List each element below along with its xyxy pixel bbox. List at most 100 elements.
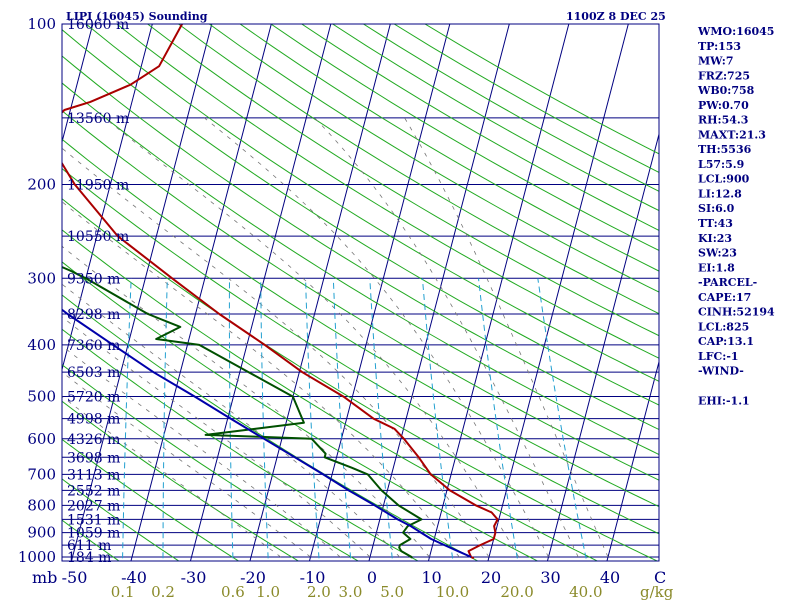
pressure-tick-label: 300 bbox=[27, 269, 56, 287]
pressure-tick-label: 800 bbox=[27, 496, 56, 514]
dewpoint-curve bbox=[62, 265, 423, 559]
mixing-ratio-label: 3.0 bbox=[339, 583, 363, 600]
isotherm-line bbox=[249, 24, 391, 561]
mixing-ratio-label: 40.0 bbox=[569, 583, 602, 600]
mixing-ratio-line bbox=[537, 278, 588, 561]
isotherm-line bbox=[62, 24, 94, 144]
isotherm-line bbox=[62, 24, 153, 372]
temperature-unit-label: C bbox=[654, 568, 666, 587]
dry-adiabat-line bbox=[62, 478, 180, 561]
index-value: FRZ:725 bbox=[698, 69, 750, 82]
mixing-ratio-label: 20.0 bbox=[500, 583, 533, 600]
index-value: CAP:13.1 bbox=[698, 335, 754, 348]
mixing-ratio-line bbox=[122, 278, 132, 561]
index-value: TH:5536 bbox=[698, 143, 752, 156]
dry-adiabat-line bbox=[62, 364, 360, 561]
temperature-tick-label: -30 bbox=[181, 568, 207, 587]
index-value: TT:43 bbox=[698, 217, 733, 230]
index-value: CAPE:17 bbox=[698, 291, 751, 304]
dry-adiabat-line bbox=[62, 138, 659, 508]
isotherm-line bbox=[487, 24, 629, 561]
moist-adiabat-line bbox=[62, 201, 460, 558]
index-value: MAXT:21.3 bbox=[698, 128, 766, 141]
index-value: WMO:16045 bbox=[697, 25, 774, 38]
index-value: LCL:825 bbox=[698, 320, 749, 333]
dry-adiabat-line bbox=[62, 110, 659, 481]
isotherm-line bbox=[427, 24, 570, 561]
dry-adiabat-line bbox=[62, 55, 659, 431]
pressure-tick-label: 900 bbox=[27, 524, 56, 542]
mixing-ratio-line bbox=[421, 278, 454, 561]
height-label: 4998 m bbox=[67, 412, 120, 428]
mixing-ratio-label: 10.0 bbox=[436, 583, 469, 600]
isotherm-line bbox=[308, 24, 451, 561]
index-value: EI:1.8 bbox=[698, 261, 735, 274]
pressure-tick-label: 1000 bbox=[18, 548, 56, 566]
dry-adiabat-line bbox=[62, 198, 659, 561]
isotherm-line bbox=[189, 24, 332, 561]
isotherm-line bbox=[70, 24, 213, 561]
index-value: LFC:-1 bbox=[698, 350, 739, 363]
height-label: 9350 m bbox=[67, 271, 120, 287]
dry-adiabat-line bbox=[85, 24, 659, 382]
chart-time: 1100Z 8 DEC 25 bbox=[566, 10, 666, 23]
temperature-tick-label: 10 bbox=[421, 568, 441, 587]
mixing-ratio-line bbox=[305, 278, 320, 561]
height-label: 3113 m bbox=[67, 467, 120, 483]
moist-adiabat-line bbox=[204, 117, 549, 558]
index-value: L57:5.9 bbox=[698, 158, 744, 171]
moist-adiabat-line bbox=[314, 117, 579, 558]
index-value: TP:153 bbox=[698, 40, 741, 53]
moist-adiabat-line bbox=[62, 245, 430, 558]
index-value: CINH:52194 bbox=[698, 306, 775, 319]
index-value: SI:6.0 bbox=[698, 202, 735, 215]
pressure-tick-label: 400 bbox=[27, 336, 56, 354]
height-label: 611 m bbox=[67, 538, 111, 554]
chart-title: LIPI (16045) Sounding bbox=[66, 10, 208, 23]
height-label: 7360 m bbox=[67, 338, 120, 354]
mixing-ratio-line bbox=[369, 278, 394, 561]
temperature-tick-label: -50 bbox=[62, 568, 88, 587]
index-value: LCL:900 bbox=[698, 173, 750, 186]
dry-adiabat-line bbox=[62, 328, 419, 561]
isotherm-line bbox=[606, 359, 659, 561]
temperature-tick-label: -40 bbox=[121, 568, 147, 587]
index-value: -PARCEL- bbox=[698, 276, 757, 289]
temperature-tick-label: 20 bbox=[481, 568, 501, 587]
pressure-tick-label: 500 bbox=[27, 388, 56, 406]
mixing-ratio-line bbox=[162, 278, 168, 561]
pressure-tick-label: 700 bbox=[27, 465, 56, 483]
height-label: 8298 m bbox=[67, 307, 120, 323]
mixing-ratio-label: 1.0 bbox=[256, 583, 280, 600]
mixing-ratio-label: 0.2 bbox=[151, 583, 175, 600]
dry-adiabat-line bbox=[62, 29, 659, 406]
height-label: 6503 m bbox=[67, 365, 120, 381]
height-label: 3698 m bbox=[67, 450, 120, 466]
mixing-ratio-line bbox=[478, 278, 519, 561]
mixing-ratio-line bbox=[332, 278, 352, 561]
pressure-tick-label: 600 bbox=[27, 430, 56, 448]
dry-adiabat-line bbox=[147, 24, 659, 337]
height-label: 1531 m bbox=[67, 512, 120, 528]
parcel-curve bbox=[62, 308, 472, 558]
height-label: 10550 m bbox=[67, 229, 129, 245]
height-label: 2027 m bbox=[67, 498, 120, 514]
mixing-ratio-line bbox=[228, 278, 234, 561]
dry-adiabat-line bbox=[239, 24, 659, 272]
index-value: MW:7 bbox=[698, 55, 734, 68]
moist-adiabat-line bbox=[62, 345, 341, 558]
height-label: 16060 m bbox=[67, 17, 129, 33]
index-value: WB0:758 bbox=[697, 84, 755, 97]
index-value: LI:12.8 bbox=[698, 187, 742, 200]
temperature-tick-label: 0 bbox=[367, 568, 377, 587]
mixing-unit-label: g/kg bbox=[640, 583, 674, 600]
pressure-unit-label: mb bbox=[32, 568, 57, 587]
dry-adiabat-line bbox=[209, 24, 659, 293]
dry-adiabat-line bbox=[178, 24, 659, 315]
temperature-tick-label: 40 bbox=[600, 568, 620, 587]
mixing-ratio-label: 5.0 bbox=[380, 583, 404, 600]
